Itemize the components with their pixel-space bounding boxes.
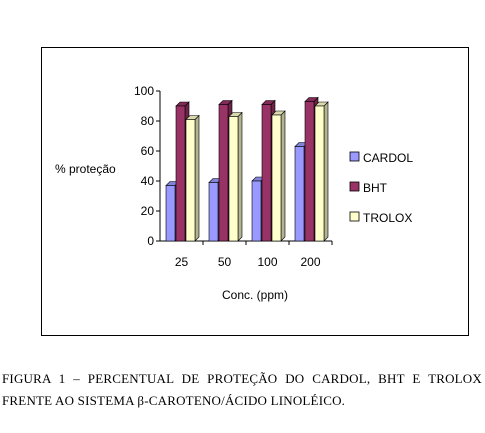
bar-trolox-100: [271, 110, 286, 242]
x-tick-label: 50: [218, 255, 232, 269]
x-tick-label: 25: [175, 255, 189, 269]
caption-line-2: FRENTE AO SISTEMA β-CAROTENO/ÁCIDO LINOL…: [2, 393, 346, 408]
y-tick-label: 20: [141, 204, 155, 218]
y-axis-label: % proteção: [55, 162, 116, 176]
chart-legend: CARDOL BHT TROLOX: [349, 151, 413, 225]
caption-line-1: FIGURA 1 – PERCENTUAL DE PROTEÇÃO DO CAR…: [2, 371, 482, 386]
legend-label-trolox: TROLOX: [363, 211, 412, 225]
y-tick-label: 80: [141, 114, 155, 128]
bar-trolox-200: [314, 101, 329, 242]
y-tick-label: 0: [147, 234, 154, 248]
figure-caption: FIGURA 1 – PERCENTUAL DE PROTEÇÃO DO CAR…: [2, 368, 482, 412]
x-axis-label: Conc. (ppm): [222, 288, 288, 302]
bar-trolox-50: [228, 111, 243, 242]
bar-trolox-25: [185, 114, 200, 242]
legend-label-cardol: CARDOL: [363, 151, 413, 165]
y-tick-label: 40: [141, 174, 155, 188]
x-tick-label: 100: [257, 255, 277, 269]
chart-bars: [165, 96, 329, 242]
y-tick-label: 60: [141, 144, 155, 158]
legend-swatch-trolox: [349, 211, 360, 222]
legend-swatch-bht: [349, 181, 360, 192]
chart-frame: 0 20 40 60 80 100 25 50 100 200 % proteção Conc. …: [41, 47, 469, 336]
bar-chart: 0 20 40 60 80 100 25 50 100 200 % proteção Conc. …: [55, 84, 413, 302]
x-tick-label: 200: [300, 255, 320, 269]
chart-ticks: 0 20 40 60 80 100 25 50 100 200: [134, 84, 333, 269]
legend-label-bht: BHT: [363, 181, 388, 195]
legend-swatch-cardol: [349, 151, 360, 162]
y-tick-label: 100: [134, 84, 154, 98]
